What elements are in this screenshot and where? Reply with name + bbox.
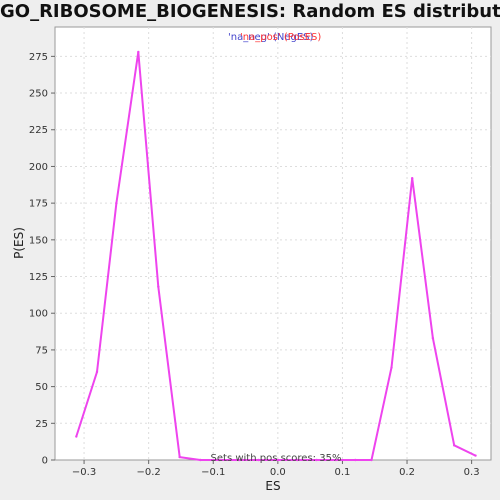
y-axis-label: P(ES): [12, 227, 26, 259]
data-point: [390, 366, 393, 369]
x-tick-label: −0.3: [72, 467, 96, 478]
y-tick-label: 75: [35, 345, 48, 356]
data-point: [276, 458, 280, 462]
data-point: [178, 455, 181, 459]
y-tick-label: 50: [35, 382, 48, 393]
pos-scores-annotation: Sets with pos scores: 35%: [211, 453, 342, 464]
x-tick-label: 0.1: [334, 467, 350, 478]
x-tick-label: 0.2: [399, 467, 415, 478]
data-point: [410, 176, 414, 180]
y-tick-label: 200: [29, 162, 48, 173]
x-tick-label: −0.1: [201, 467, 225, 478]
legend: 'na_neg' (NegES) 'na_pos' (PosES): [228, 32, 321, 43]
y-tick-label: 125: [29, 272, 48, 283]
y-tick-label: 150: [29, 235, 48, 246]
series-layer: [75, 50, 477, 462]
y-tick-label: 25: [35, 419, 48, 430]
data-point: [115, 201, 118, 205]
x-tick-label: 0.3: [464, 467, 480, 478]
data-point: [334, 458, 338, 462]
y-tick-label: 275: [29, 52, 48, 63]
data-point: [315, 458, 318, 462]
data-point: [431, 336, 435, 340]
y-tick-label: 175: [29, 199, 48, 210]
data-point: [75, 435, 78, 438]
grid-lines: [55, 27, 491, 460]
axes: 0 25 50 75 100 125 150 175 200 225 250 275 −0.3 −0.2 −…: [29, 52, 480, 478]
x-axis-label: ES: [265, 479, 280, 493]
data-point: [474, 454, 477, 457]
legend-entry-negative: 'na_neg' (NegES): [228, 32, 314, 43]
x-tick-label: 0.0: [270, 467, 286, 478]
x-tick-label: −0.2: [137, 467, 161, 478]
data-point: [199, 458, 202, 462]
data-point: [452, 444, 456, 447]
data-point: [157, 285, 160, 288]
data-point: [137, 50, 140, 54]
data-point: [370, 458, 373, 462]
data-point: [354, 458, 357, 462]
plot-area: [54, 26, 492, 461]
chart-title: GO_RIBOSOME_BIOGENESIS: Random ES distri…: [0, 1, 500, 22]
y-tick-label: 0: [42, 456, 48, 467]
y-tick-label: 100: [29, 309, 48, 320]
y-tick-label: 250: [29, 89, 48, 100]
data-point: [95, 370, 99, 374]
data-point: [296, 458, 299, 462]
data-point: [237, 458, 241, 462]
y-tick-label: 225: [29, 125, 48, 136]
data-point: [257, 458, 260, 462]
legend-entry-positive: 'na_pos' (PosES): [240, 32, 321, 43]
data-point: [218, 458, 221, 462]
